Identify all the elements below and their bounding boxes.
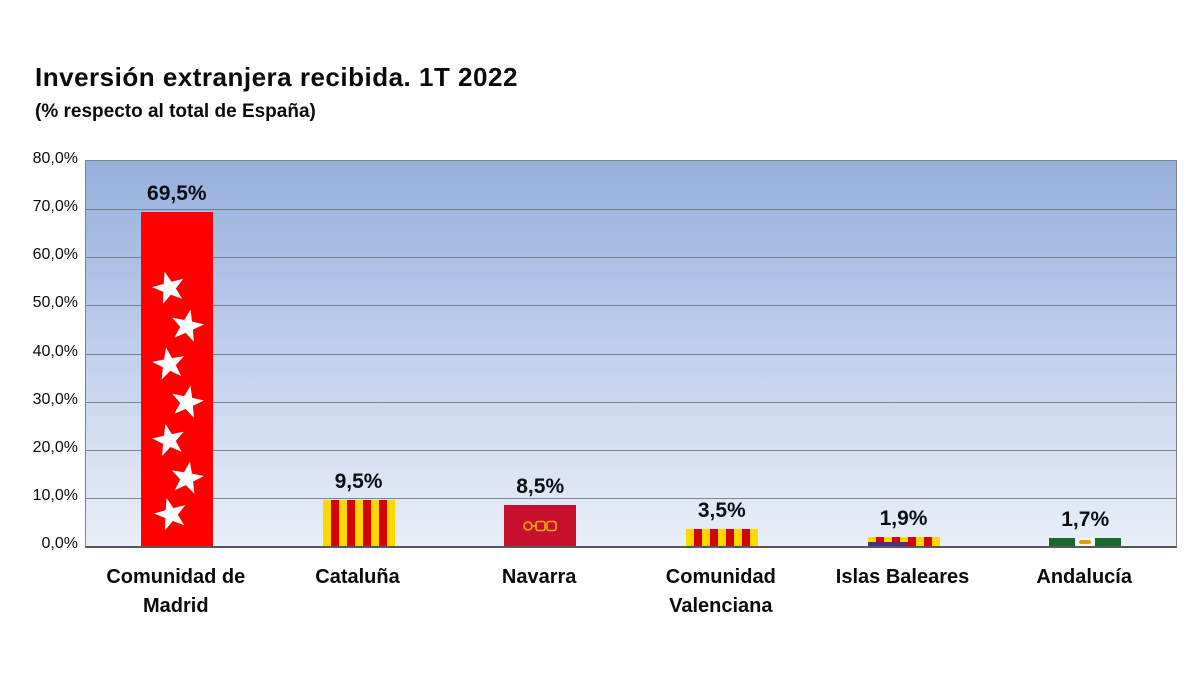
- madrid-stars-icon: [151, 271, 204, 530]
- y-tick-label: 80,0%: [32, 150, 78, 167]
- y-tick-label: 30,0%: [32, 390, 78, 408]
- y-tick-label: 60,0%: [32, 246, 78, 264]
- gridline: [86, 305, 1176, 307]
- andalucia-emblem-icon: [1079, 539, 1092, 544]
- y-tick-label: 20,0%: [32, 438, 78, 456]
- value-label-navarra: 8,5%: [516, 475, 565, 499]
- gridline: [86, 353, 1176, 355]
- andalucia-white-band: [1075, 537, 1096, 546]
- madrid-flag-bar: [140, 211, 213, 546]
- plot-area: 69,5% 9,5%: [85, 160, 1177, 548]
- gridline: [86, 449, 1176, 451]
- x-axis-label-cataluna: Cataluña: [315, 566, 400, 588]
- navarra-chains-emblem-icon: [523, 520, 557, 531]
- gridline: [86, 497, 1176, 499]
- y-tick-label: 50,0%: [32, 294, 78, 312]
- value-label-valenciana: 3,5%: [697, 499, 746, 523]
- x-axis-label-baleares: Islas Baleares: [835, 566, 970, 588]
- value-label-baleares: 1,9%: [879, 506, 928, 530]
- y-tick-label: 70,0%: [32, 198, 78, 216]
- navarra-flag-bar: [504, 505, 577, 546]
- baleares-castle-canton: [867, 541, 908, 546]
- chart-title: Inversión extranjera recibida. 1T 2022: [35, 62, 518, 92]
- x-axis-label-madrid: Comunidad de Madrid: [106, 566, 246, 617]
- y-tick-label: 40,0%: [32, 342, 78, 360]
- valenciana-flag-bar: [685, 529, 758, 546]
- andalucia-flag-bar: [1049, 537, 1122, 546]
- gridline: [86, 401, 1176, 403]
- x-axis-label-navarra: Navarra: [501, 566, 577, 588]
- andalucia-green-band: [1049, 537, 1076, 546]
- y-tick-label: 0,0%: [41, 535, 78, 552]
- gridline: [86, 257, 1176, 259]
- value-label-andalucia: 1,7%: [1061, 507, 1110, 531]
- gridline: [86, 209, 1176, 211]
- baleares-flag-bar: [867, 536, 940, 546]
- y-tick-label: 10,0%: [32, 486, 78, 504]
- andalucia-green-band: [1095, 537, 1122, 546]
- x-axis-label-valenciana: Comunidad Valenciana: [665, 566, 776, 617]
- cataluna-flag-bar: [322, 500, 395, 546]
- value-label-cataluna: 9,5%: [334, 470, 383, 494]
- chart-subtitle: (% respecto al total de España): [35, 101, 316, 122]
- value-label-madrid: 69,5%: [147, 181, 207, 205]
- x-axis-label-andalucia: Andalucía: [1036, 566, 1132, 588]
